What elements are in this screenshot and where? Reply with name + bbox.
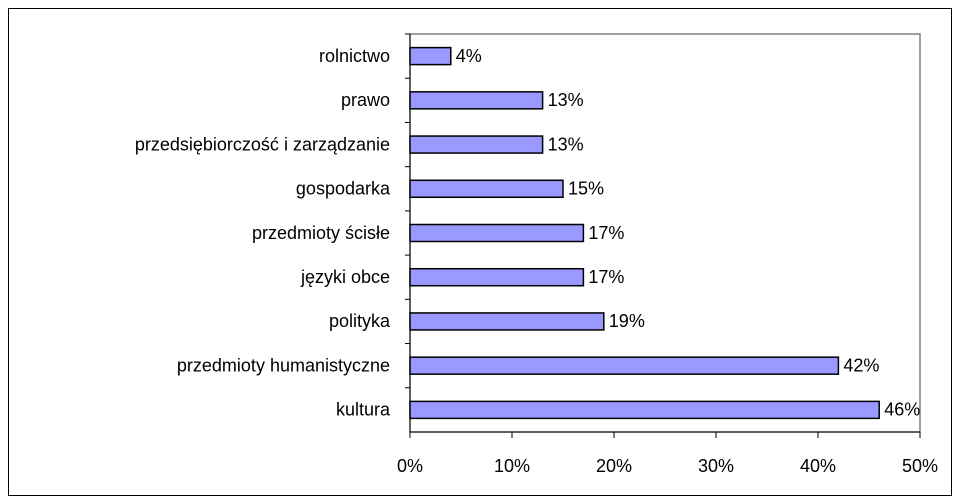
x-tick-label: 10%: [494, 456, 530, 476]
bar: [409, 223, 585, 243]
x-tick-label: 0%: [397, 456, 423, 476]
value-label: 4%: [456, 46, 482, 66]
y-tick-label: przedmioty ścisłe: [252, 223, 390, 243]
bar: [409, 312, 605, 331]
y-tick-label: gospodarka: [296, 179, 391, 199]
value-label: 17%: [588, 223, 624, 243]
x-tick-label: 30%: [698, 456, 734, 476]
chart-frame: [8, 8, 952, 496]
x-tick-label: 20%: [596, 456, 632, 476]
y-tick-label: kultura: [336, 400, 391, 420]
value-label: 13%: [548, 134, 584, 154]
bar: [409, 91, 544, 110]
y-tick-label: prawo: [341, 90, 390, 110]
value-label: 46%: [884, 400, 920, 420]
y-tick-label: przedmioty humanistyczne: [177, 355, 390, 375]
bar: [409, 135, 544, 154]
value-label: 15%: [568, 179, 604, 199]
bar: [409, 400, 880, 420]
x-tick-label: 40%: [800, 456, 836, 476]
value-label: 19%: [609, 311, 645, 331]
y-tick-label: rolnictwo: [319, 46, 390, 66]
value-label: 13%: [548, 90, 584, 110]
y-tick-label: polityka: [329, 311, 391, 331]
bar: [409, 46, 452, 66]
bar: [409, 179, 564, 199]
value-label: 42%: [843, 355, 879, 375]
y-tick-label: języki obce: [300, 267, 390, 287]
x-tick-label: 50%: [902, 456, 938, 476]
value-label: 17%: [588, 267, 624, 287]
bar: [409, 356, 840, 375]
bar: [409, 267, 585, 287]
y-tick-label: przedsiębiorczość i zarządzanie: [135, 134, 390, 154]
